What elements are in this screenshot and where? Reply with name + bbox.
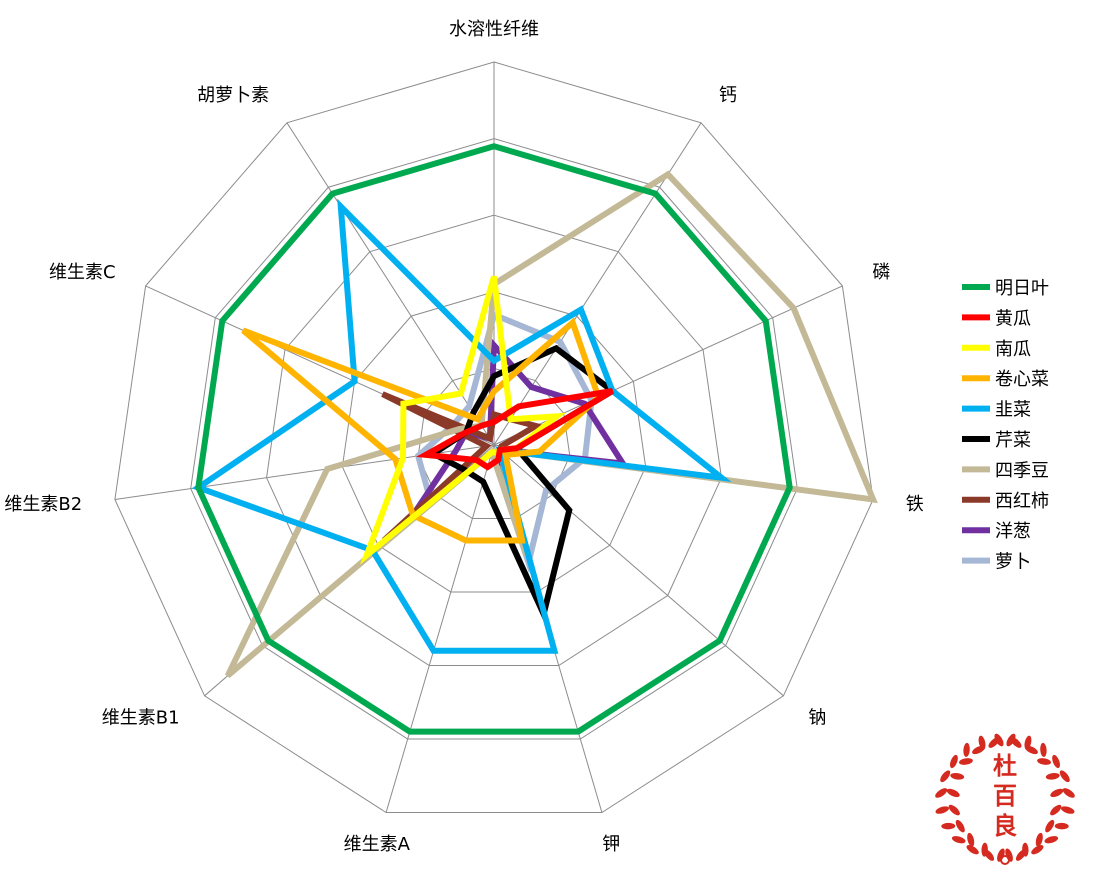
grid-ring-1 xyxy=(417,367,571,519)
series-line-0 xyxy=(195,143,793,735)
axis-label-5: 钾 xyxy=(602,834,620,855)
laurel-leaf xyxy=(950,754,958,769)
series-lines xyxy=(191,143,878,735)
axis-label-2: 磷 xyxy=(872,262,890,283)
laurel-leaf xyxy=(948,804,960,816)
laurel-leaf xyxy=(1022,842,1029,857)
laurel-leaf xyxy=(940,770,951,783)
laurel-leaf xyxy=(997,848,1005,862)
laurel-leaf xyxy=(1062,788,1075,798)
legend-label-1: 黄瓜 xyxy=(995,308,1031,329)
laurel-leaf xyxy=(1059,770,1070,783)
legend-label-2: 南瓜 xyxy=(995,339,1031,360)
grid-spoke-6 xyxy=(385,444,495,813)
laurel-leaf xyxy=(935,806,949,814)
grid-ring-3 xyxy=(266,214,722,666)
laurel-leaf xyxy=(1031,845,1044,855)
laurel-leaf xyxy=(935,788,948,798)
legend-label-9: 萝卜 xyxy=(995,552,1031,573)
laurel-leaf xyxy=(958,758,973,765)
laurel-leaf xyxy=(1045,772,1060,780)
series-line-3 xyxy=(241,317,602,544)
laurel-leaf xyxy=(1005,848,1013,862)
laurel-leaf xyxy=(1006,733,1016,747)
laurel-leaf xyxy=(941,822,956,830)
laurel-leaf xyxy=(981,842,988,857)
laurel-leaf xyxy=(1054,822,1069,830)
laurel-leaf xyxy=(946,788,960,798)
laurel-leaf xyxy=(978,735,986,750)
laurel-leaf xyxy=(1050,804,1062,816)
laurel-leaf xyxy=(951,836,966,844)
laurel-leaf xyxy=(1045,819,1055,833)
laurel-leaf xyxy=(955,819,965,833)
axis-label-8: 维生素B2 xyxy=(4,494,82,515)
axis-label-1: 钙 xyxy=(719,85,737,106)
legend-label-6: 四季豆 xyxy=(995,460,1049,481)
grid-spoke-4 xyxy=(493,444,784,697)
series-line-2 xyxy=(359,275,567,565)
legend-label-3: 卷心菜 xyxy=(995,369,1049,390)
axis-label-9: 维生素C xyxy=(49,262,116,283)
axis-label-10: 胡萝卜素 xyxy=(197,85,269,106)
laurel-leaf xyxy=(1050,788,1064,798)
laurel-leaf xyxy=(994,733,1004,747)
axis-label-0: 水溶性纤维 xyxy=(449,19,539,40)
series-line-6 xyxy=(225,170,878,679)
axis-label-3: 铁 xyxy=(906,494,924,515)
legend-label-5: 芹菜 xyxy=(995,430,1031,451)
laurel-leaf xyxy=(1061,806,1075,814)
seal-dot xyxy=(1000,855,1010,865)
radar-grid xyxy=(114,61,874,813)
axis-label-7: 维生素B1 xyxy=(102,707,180,728)
laurel-leaf xyxy=(950,772,965,780)
series-line-1 xyxy=(416,387,614,471)
laurel-leaf xyxy=(966,845,979,855)
laurel-leaf xyxy=(1037,758,1052,765)
legend-label-7: 西红柿 xyxy=(995,491,1049,512)
laurel-leaf xyxy=(963,742,970,757)
legend-label-4: 韭菜 xyxy=(995,400,1031,421)
axis-label-6: 维生素A xyxy=(344,834,411,855)
seal-char-0: 杜 xyxy=(993,751,1017,780)
laurel-leaf xyxy=(1044,836,1059,844)
axis-label-4: 钠 xyxy=(808,707,826,728)
laurel-leaf xyxy=(1052,754,1060,769)
grid-ring-4 xyxy=(190,138,798,740)
grid-ring-5 xyxy=(114,61,874,813)
laurel-leaf xyxy=(1024,735,1032,750)
legend-label-8: 洋葱 xyxy=(995,521,1031,542)
seal-char-2: 良 xyxy=(993,811,1017,840)
laurel-leaf xyxy=(1035,832,1043,847)
series-line-4 xyxy=(191,198,732,654)
seal-char-1: 百 xyxy=(993,781,1017,810)
legend-label-0: 明日叶 xyxy=(995,278,1049,299)
laurel-leaf xyxy=(967,832,975,847)
grid-ring-2 xyxy=(341,291,647,593)
seal-logo: 杜百良 xyxy=(935,733,1075,865)
laurel-leaf xyxy=(1040,742,1047,757)
